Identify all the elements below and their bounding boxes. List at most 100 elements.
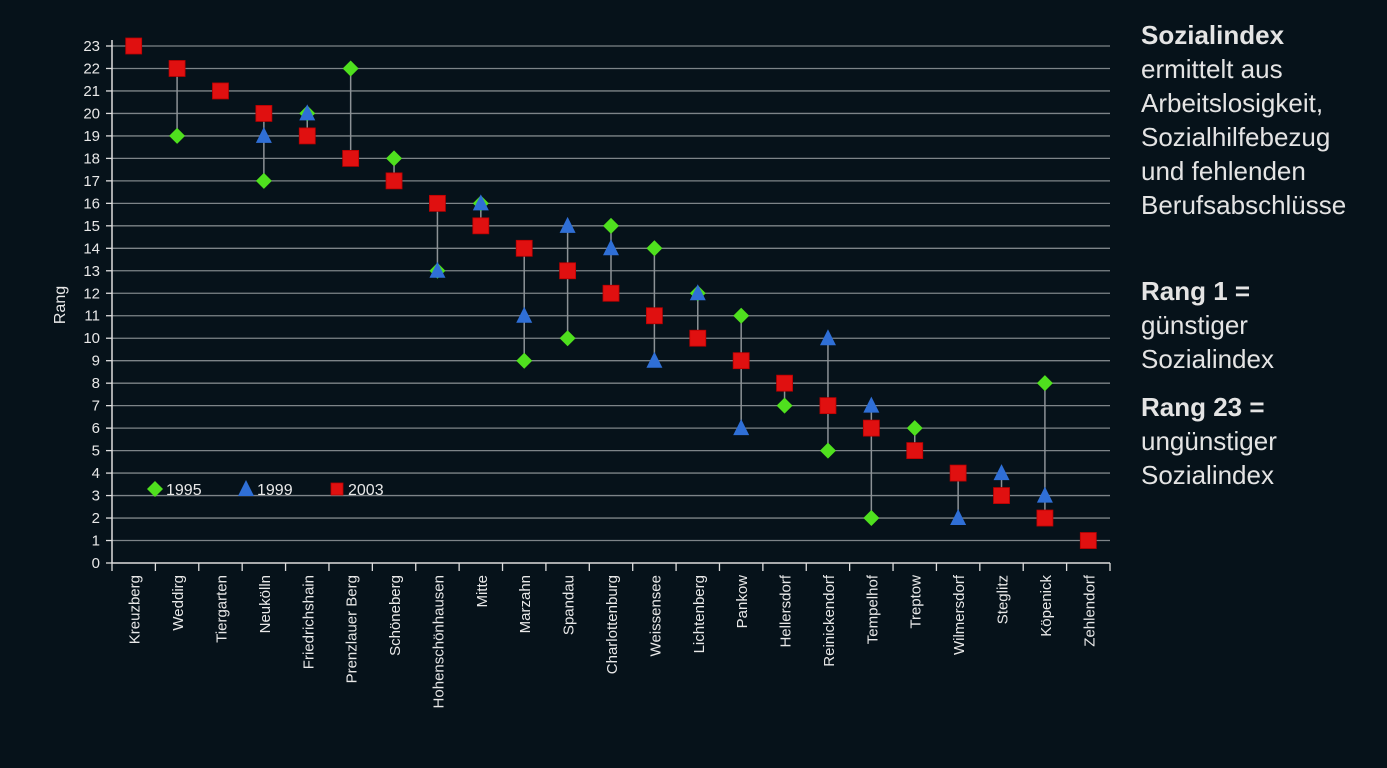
y-tick-label: 19: [83, 128, 100, 145]
x-tick-label: Hellersdorf: [778, 574, 795, 647]
y-tick-label: 6: [92, 420, 100, 437]
data-point-2003: [906, 442, 924, 460]
x-tick-label: Kreuzberg: [127, 575, 144, 644]
y-tick-label: 5: [92, 443, 100, 460]
y-tick-label: 11: [84, 308, 100, 325]
data-point-1995: [906, 420, 923, 437]
data-point-2003: [255, 105, 273, 122]
data-point-1999: [993, 464, 1010, 481]
x-tick-label: Pankow: [734, 575, 751, 629]
y-tick-label: 18: [83, 150, 100, 167]
data-point-1999: [299, 104, 316, 121]
data-point-2003: [559, 262, 577, 280]
y-tick-label: 8: [92, 375, 100, 392]
x-tick-label: Köpenick: [1038, 575, 1055, 637]
y-tick-label: 20: [83, 105, 100, 122]
x-tick-label: Spandau: [561, 575, 578, 635]
rank-chart: 01234567891011121314151617181920212223Ra…: [52, 37, 1111, 708]
data-point-1995: [1036, 375, 1053, 392]
data-point-1999: [255, 126, 272, 143]
data-point-2003: [645, 307, 663, 325]
x-tick-label: Reinickendorf: [821, 574, 838, 667]
x-tick-label: Neukölln: [257, 575, 274, 633]
x-tick-label: Schöneberg: [387, 575, 404, 656]
rank23-line: Sozialindex: [1141, 460, 1274, 490]
data-point-2003: [168, 60, 186, 77]
explanation-title: Sozialindex: [1141, 20, 1285, 50]
rank1-title: Rang 1 =: [1141, 276, 1251, 306]
legend: 1995 1999 2003: [147, 480, 384, 499]
data-point-1995: [603, 217, 619, 234]
data-point-1995: [559, 330, 576, 347]
data-point-1995: [646, 240, 663, 257]
data-point-2003: [862, 419, 880, 437]
data-point-1995: [255, 172, 272, 189]
data-point-1999: [646, 351, 663, 368]
y-tick-label: 21: [83, 83, 100, 100]
y-tick-label: 22: [83, 60, 100, 77]
explanation-line: Arbeitslosigkeit,: [1141, 88, 1324, 118]
x-tick-label: Weddirg: [170, 575, 187, 631]
data-point-2003: [212, 82, 229, 100]
y-tick-label: 7: [92, 398, 100, 415]
x-tick-label: Friedrichshain: [300, 575, 317, 669]
explanation-line: ermittelt aus: [1141, 54, 1283, 84]
data-point-1995: [776, 397, 793, 414]
data-point-1995: [386, 150, 403, 167]
data-point-1999: [689, 284, 706, 301]
legend-label: 2003: [348, 482, 384, 499]
data-point-1999: [1036, 486, 1053, 503]
data-point-1999: [950, 509, 967, 526]
data-point-1999: [603, 239, 619, 256]
x-tick-label: Charlottenburg: [604, 575, 621, 674]
x-tick-label: Prenzlauer Berg: [344, 575, 361, 683]
y-tick-label: 2: [92, 510, 100, 527]
data-point-2003: [429, 194, 446, 212]
explanation-line: und fehlenden: [1141, 156, 1306, 186]
data-point-2003: [949, 464, 967, 482]
data-point-2003: [125, 37, 143, 55]
y-tick-label: 1: [92, 533, 100, 550]
explanation-line: Sozialhilfebezug: [1141, 122, 1331, 152]
data-point-2003: [776, 374, 793, 392]
data-point-1999: [819, 329, 836, 346]
y-tick-label: 16: [83, 195, 100, 212]
data-point-1995: [819, 442, 836, 459]
explanation-line: Berufsabschlüsse: [1141, 190, 1347, 220]
legend-marker-2003: [330, 482, 344, 496]
y-axis-label: Rang: [52, 286, 69, 324]
y-tick-label: 12: [83, 285, 100, 302]
rank23-line: ungünstiger: [1141, 426, 1277, 456]
data-point-2003: [602, 284, 620, 302]
y-tick-label: 0: [92, 555, 100, 572]
rank23-title: Rang 23 =: [1141, 392, 1265, 422]
data-point-1999: [559, 216, 576, 233]
rank1-line: Sozialindex: [1141, 344, 1274, 374]
x-tick-label: Wilmersdorf: [951, 574, 968, 655]
y-tick-label: 14: [83, 240, 100, 257]
x-tick-label: Tempelhof: [864, 574, 881, 644]
data-point-1999: [516, 306, 533, 323]
data-point-2003: [385, 172, 403, 190]
x-tick-label: Treptow: [908, 575, 925, 629]
x-tick-label: Steglitz: [995, 575, 1012, 624]
y-tick-label: 10: [83, 330, 100, 347]
legend-marker-1999: [238, 480, 254, 496]
data-point-1999: [733, 419, 750, 436]
y-tick-label: 13: [83, 263, 100, 280]
data-point-2003: [298, 127, 316, 145]
data-point-1995: [863, 510, 880, 527]
legend-label: 1999: [257, 482, 293, 499]
data-point-1999: [429, 261, 446, 278]
data-point-1999: [472, 194, 489, 211]
data-point-2003: [732, 352, 750, 370]
data-point-2003: [1079, 532, 1097, 549]
data-point-2003: [819, 397, 837, 415]
y-tick-label: 4: [92, 465, 100, 482]
x-tick-label: Lichtenberg: [691, 575, 708, 653]
x-tick-label: Mitte: [474, 575, 491, 608]
data-point-2003: [342, 149, 360, 167]
data-point-2003: [515, 239, 533, 257]
x-tick-label: Hohenschönhausen: [430, 575, 447, 708]
data-point-1999: [863, 396, 880, 413]
